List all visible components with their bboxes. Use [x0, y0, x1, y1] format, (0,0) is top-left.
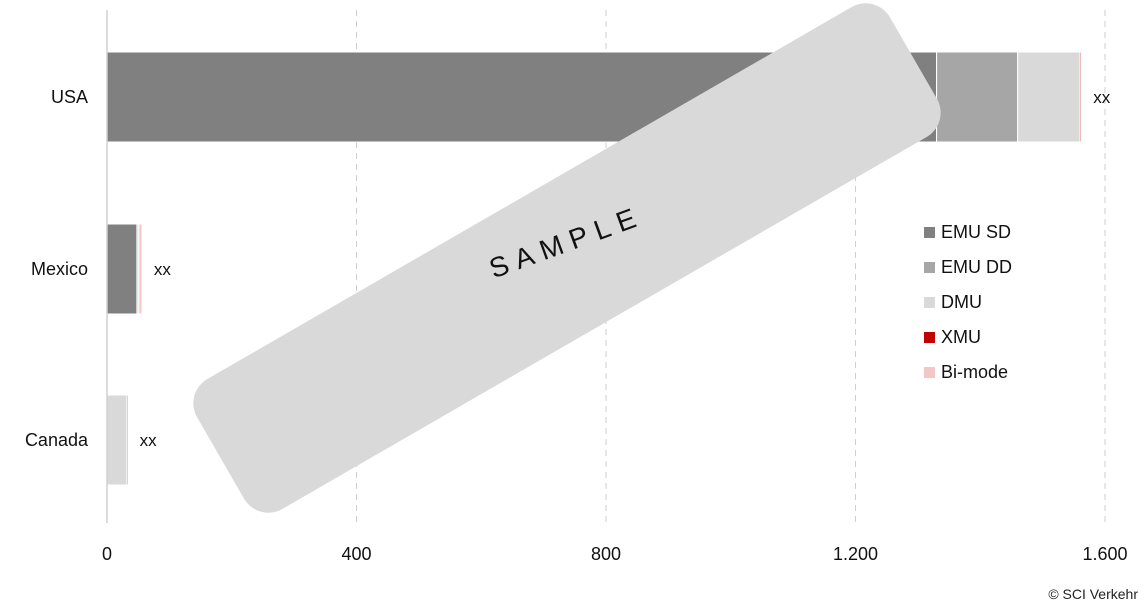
copyright-notice: © SCI Verkehr: [1048, 586, 1138, 602]
x-tick-label: 400: [341, 544, 371, 564]
bar-segment: [1017, 51, 1081, 143]
legend-label: DMU: [941, 292, 982, 312]
bar-segment: [126, 394, 129, 486]
x-tick-labels: 0 400 800 1.200 1.600: [102, 544, 1128, 564]
legend-swatch: [924, 227, 935, 238]
data-label: xx: [154, 260, 172, 279]
legend-label: Bi-mode: [941, 362, 1008, 382]
legend-swatch: [924, 262, 935, 273]
watermark-plate: [193, 3, 941, 513]
bar-segment: [1079, 51, 1082, 143]
data-label: xx: [140, 431, 158, 450]
bar-segment: [936, 51, 1019, 143]
bar-segment: [106, 223, 138, 315]
legend-label: XMU: [941, 327, 981, 347]
category-labels: USA Mexico Canada: [25, 87, 89, 450]
x-tick-label: 1.600: [1082, 544, 1127, 564]
x-tick-label: 1.200: [833, 544, 878, 564]
legend-swatch: [924, 367, 935, 378]
legend-label: EMU SD: [941, 222, 1011, 242]
category-label: Mexico: [31, 259, 88, 279]
legend-swatch: [924, 332, 935, 343]
legend-label: EMU DD: [941, 257, 1012, 277]
category-label: USA: [51, 87, 88, 107]
data-labels: xx xx xx: [140, 88, 1111, 450]
category-label: Canada: [25, 430, 89, 450]
bar-segment: [138, 223, 143, 315]
sample-watermark: SAMPLE: [193, 3, 941, 513]
bar-segment: [106, 394, 128, 486]
legend-swatch: [924, 297, 935, 308]
x-tick-label: 800: [591, 544, 621, 564]
legend: EMU SD EMU DD DMU XMU Bi-mode: [924, 222, 1012, 382]
x-tick-label: 0: [102, 544, 112, 564]
data-label: xx: [1093, 88, 1111, 107]
